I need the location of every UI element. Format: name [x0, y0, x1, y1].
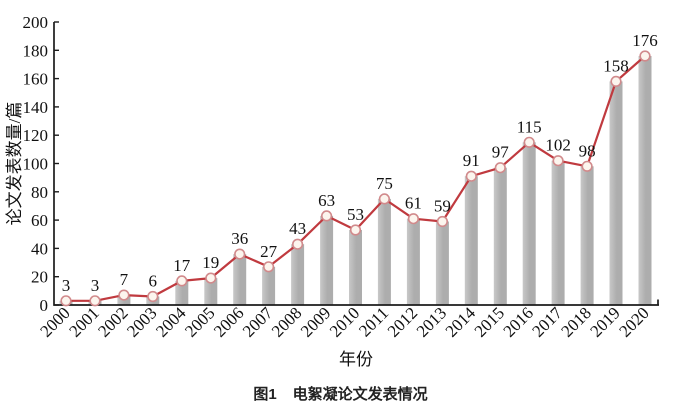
data-point-marker: [118, 289, 130, 301]
data-point-marker: [292, 238, 304, 250]
data-point-marker: [436, 215, 449, 228]
y-tick-label: 180: [23, 41, 49, 60]
value-label: 7: [120, 270, 129, 289]
x-tick-label: 2008: [268, 303, 305, 340]
data-point-marker: [407, 213, 420, 225]
y-tick-label: 60: [31, 211, 48, 230]
data-point-marker: [234, 248, 246, 260]
y-tick-label: 120: [23, 126, 49, 145]
x-tick-label: 2020: [615, 303, 652, 340]
data-point-marker: [610, 75, 622, 87]
value-label: 98: [579, 141, 596, 160]
x-tick-label: 2012: [384, 303, 421, 340]
bar: [204, 278, 218, 305]
x-tick-label: 2011: [355, 303, 392, 340]
x-tick-label: 2010: [326, 303, 363, 340]
x-tick-label: 2009: [297, 303, 334, 340]
x-tick-label: 2019: [586, 303, 623, 340]
value-label: 176: [632, 31, 658, 50]
value-label: 61: [405, 194, 422, 213]
bar: [349, 230, 362, 305]
bar: [435, 221, 449, 305]
x-tick-label: 2013: [413, 303, 450, 340]
value-label: 3: [62, 276, 71, 295]
y-tick-label: 100: [23, 155, 49, 174]
x-tick-label: 2014: [442, 303, 480, 341]
data-point-marker: [60, 295, 72, 307]
data-point-marker: [205, 272, 217, 284]
data-point-marker: [494, 162, 506, 174]
value-label: 59: [434, 197, 451, 216]
data-point-marker: [147, 290, 159, 303]
value-label: 27: [260, 242, 278, 261]
bar: [291, 244, 305, 305]
bar: [522, 142, 536, 305]
value-label: 36: [231, 229, 248, 248]
value-label: 75: [376, 174, 393, 193]
bar: [175, 280, 189, 305]
data-point-marker: [349, 224, 362, 236]
bar: [262, 266, 276, 305]
bar: [638, 56, 652, 305]
data-point-marker: [378, 193, 391, 205]
y-tick-label: 20: [31, 268, 48, 287]
data-point-marker: [639, 50, 651, 62]
y-tick-label: 160: [23, 70, 49, 89]
x-tick-label: 2006: [210, 303, 247, 340]
data-point-marker: [552, 155, 564, 167]
y-tick-label: 40: [31, 239, 48, 258]
x-tick-label: 2017: [528, 303, 566, 341]
y-tick-label: 140: [23, 98, 49, 117]
value-label: 97: [492, 143, 510, 162]
data-point-marker: [89, 295, 101, 307]
x-tick-label: 2002: [94, 303, 131, 340]
bar: [406, 218, 420, 305]
value-label: 158: [603, 56, 629, 75]
bar: [233, 254, 247, 305]
x-axis-title: 年份: [339, 350, 373, 369]
value-label: 43: [289, 219, 306, 238]
caption-prefix: 图1: [253, 386, 277, 403]
value-label: 53: [347, 205, 364, 224]
data-point-marker: [176, 275, 188, 287]
x-tick-label: 2004: [152, 303, 190, 341]
axes: [53, 22, 659, 306]
bar: [377, 198, 391, 305]
x-tick-label: 2001: [65, 303, 102, 340]
y-tick-label: 0: [40, 296, 49, 315]
value-label: 19: [202, 253, 219, 272]
value-label: 115: [517, 117, 542, 136]
x-tick-label: 2015: [471, 303, 508, 340]
data-point-marker: [581, 160, 593, 172]
data-point-marker: [465, 170, 477, 182]
bar: [320, 215, 334, 305]
x-tick-label: 2003: [123, 303, 160, 340]
bar: [551, 160, 565, 305]
value-label: 3: [91, 276, 100, 295]
x-tick-label: 2007: [239, 303, 277, 341]
figure-caption: 图1 电絮凝论文发表情况: [0, 383, 681, 404]
data-point-marker: [321, 210, 333, 222]
bar: [493, 167, 507, 305]
bar: [464, 176, 478, 305]
y-tick-label: 200: [23, 13, 49, 32]
value-label: 63: [318, 191, 335, 210]
value-label: 91: [463, 151, 480, 170]
caption-text: 电絮凝论文发表情况: [292, 386, 428, 403]
data-point-marker: [523, 136, 535, 148]
value-label: 17: [173, 256, 191, 275]
bar: [609, 81, 623, 306]
y-tick-label: 80: [31, 183, 48, 202]
x-tick-label: 2005: [181, 303, 218, 340]
data-point-marker: [263, 261, 275, 273]
x-tick-label: 2016: [500, 303, 537, 340]
bar: [580, 166, 594, 305]
y-axis-title: 论文发表数量/篇: [5, 102, 24, 226]
value-label: 6: [149, 272, 158, 291]
x-tick-label: 2018: [557, 303, 594, 340]
value-label: 102: [545, 136, 571, 155]
